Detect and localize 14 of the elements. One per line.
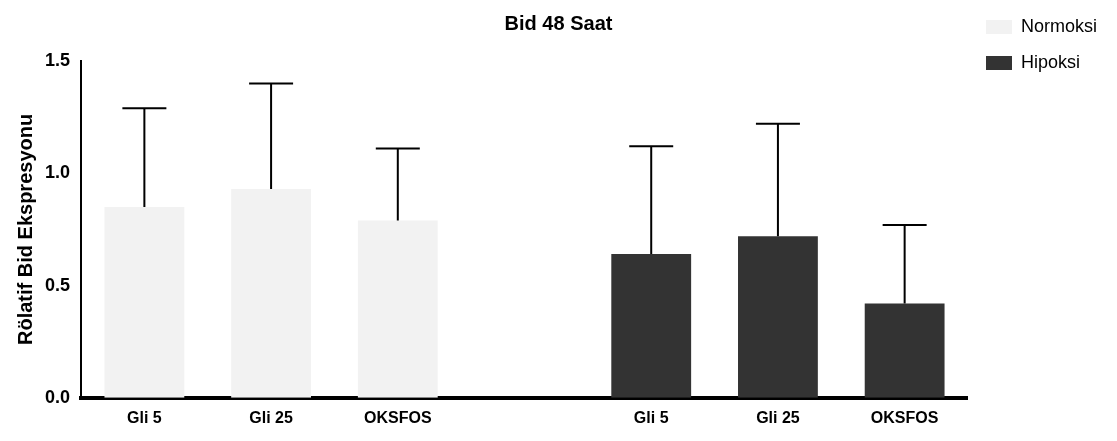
legend-label: Hipoksi bbox=[1020, 51, 1081, 72]
y-tick-label: 0.5 bbox=[44, 274, 71, 295]
x-tick-label: Gli 5 bbox=[127, 408, 162, 426]
x-tick-label: OKSFOS bbox=[364, 408, 432, 426]
x-tick-label: OKSFOS bbox=[870, 408, 939, 426]
y-tick-label: 0.0 bbox=[44, 386, 71, 407]
x-tick-label: Gli 5 bbox=[633, 408, 669, 426]
x-tick-label: Gli 25 bbox=[756, 408, 800, 426]
chart-title: Bid 48 Saat bbox=[504, 11, 613, 34]
y-tick-label: 1.0 bbox=[44, 162, 71, 183]
y-axis-title: Rölatif Bid Ekspresyonu bbox=[13, 113, 36, 345]
x-tick-label: Gli 25 bbox=[249, 408, 293, 426]
legend-label: Normoksi bbox=[1020, 15, 1098, 36]
y-tick-label: 1.5 bbox=[44, 49, 71, 70]
